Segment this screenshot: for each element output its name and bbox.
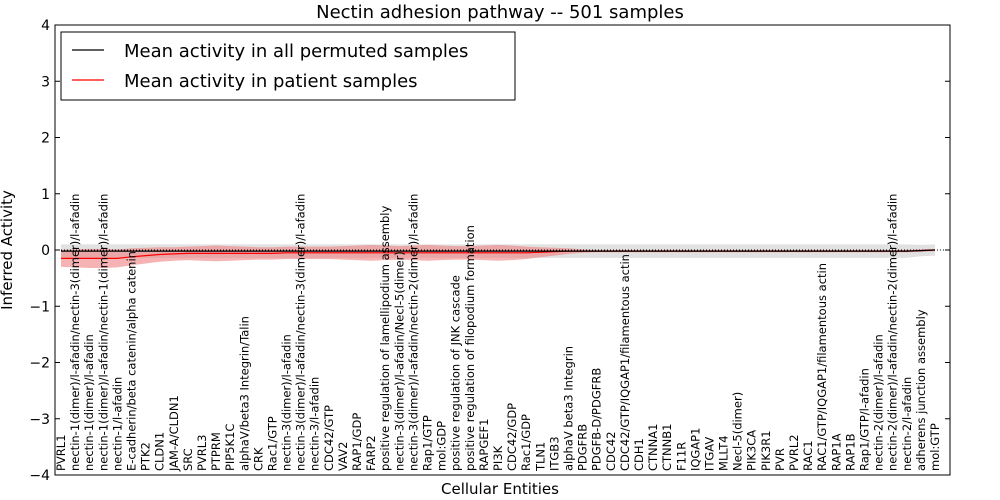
entity-label: positive regulation of JNK cascade	[449, 275, 463, 471]
entity-label: RAP1A	[829, 433, 843, 471]
entity-label: PIK3CA	[745, 430, 759, 471]
legend-label-patient: Mean activity in patient samples	[124, 71, 418, 92]
y-axis-label: Inferred Activity	[0, 190, 16, 310]
entity-label: E-cadherin/beta catenin/alpha catenin	[125, 251, 139, 471]
entity-label: adherens junction assembly	[914, 309, 928, 471]
entity-label: nectin-3(dimer)/l-afadin/Necl-5(dimer)	[392, 251, 406, 471]
entity-label: nectin-2(dimer)/l-afadin/nectin-2(dimer)…	[886, 194, 900, 471]
entity-label: Rac1/GTP	[266, 416, 280, 471]
entity-label: RAPGEF1	[477, 419, 491, 471]
y-tick-label: 1	[41, 187, 50, 203]
entity-label: nectin-1/l-afadin	[110, 377, 124, 471]
entity-label: PIP5K1C	[223, 424, 237, 471]
entity-label: nectin-2/l-afadin	[900, 377, 914, 471]
entity-label: RAP1B	[843, 433, 857, 471]
entity-label: nectin-3(dimer)/l-afadin/nectin-2(dimer)…	[406, 194, 420, 471]
entity-label: PVRL3	[195, 435, 209, 472]
entity-label: mol:GTP	[928, 423, 942, 471]
entity-label: VAV2	[336, 442, 350, 471]
y-tick-label: −4	[29, 468, 50, 484]
entity-label: ITGB3	[547, 436, 561, 471]
entity-label: alphaV beta3 Integrin	[562, 346, 576, 471]
entity-label: PVRL2	[787, 434, 801, 471]
y-tick-label: 2	[41, 131, 50, 147]
entity-label: nectin-1(dimer)/l-afadin	[82, 334, 96, 471]
legend-box	[60, 31, 516, 101]
entity-label: TLN1	[533, 442, 547, 472]
entity-label: nectin-2(dimer)/l-afadin	[872, 334, 886, 471]
entity-label: PDGFB-D/PDGFRB	[590, 368, 604, 471]
entity-label: CLDN1	[153, 432, 167, 471]
entity-label: FARP2	[364, 435, 378, 471]
entity-label: nectin-1(dimer)/l-afadin/nectin-3(dimer)…	[68, 194, 82, 471]
entity-label: nectin-3(dimer)/l-afadin	[280, 334, 294, 471]
entity-label: F11R	[674, 442, 688, 471]
entity-label: nectin-1(dimer)/l-afadin/nectin-1(dimer)…	[96, 194, 110, 471]
entity-label: PVR	[773, 448, 787, 471]
legend-label-permuted: Mean activity in all permuted samples	[124, 41, 468, 62]
entity-label: JAM-A/CLDN1	[167, 395, 181, 472]
x-axis-label: Cellular Entities	[441, 480, 559, 498]
line-permuted	[61, 249, 936, 252]
entity-label: CRK	[251, 447, 265, 471]
entity-label: mol:GDP	[435, 421, 449, 471]
entity-labels: PVRL1 nectin-1(dimer)/l-afadin/nectin-3(d…	[54, 194, 942, 472]
chart-title: Nectin adhesion pathway -- 501 samples	[316, 2, 684, 23]
entity-label: CDC42	[604, 431, 618, 471]
y-axis-ticks: −4 −3 −2 −1 0 1 2 3 4	[29, 18, 950, 484]
entity-label: PDGFRB	[576, 424, 590, 471]
entity-label: PIK3R1	[759, 430, 773, 471]
entity-label: nectin-3(dimer)/l-afadin/nectin-3(dimer)…	[294, 194, 308, 471]
entity-label: RAP1/GDP	[350, 413, 364, 471]
entity-label: RAC1/GTP/IQGAP1/filamentous actin	[815, 263, 829, 471]
entity-label: CDH1	[632, 438, 646, 471]
entity-label: nectin-3/l-afadin	[308, 377, 322, 471]
entity-label: positive regulation of lamellipodium ass…	[378, 206, 392, 471]
y-tick-label: 3	[41, 74, 50, 90]
entity-label: CDC42/GDP	[505, 403, 519, 471]
y-tick-label: −3	[29, 412, 50, 428]
entity-label: MLLT4	[717, 435, 731, 471]
y-tick-label: −2	[29, 356, 50, 372]
entity-label: alphaV/beta3 Integrin/Talin	[237, 316, 251, 471]
entity-label: PVRL1	[54, 434, 68, 471]
entity-label: PTPRM	[209, 432, 223, 471]
entity-label: CTNNA1	[646, 424, 660, 471]
y-tick-label: 0	[41, 243, 50, 259]
entity-label: CTNNB1	[660, 424, 674, 471]
legend: Mean activity in all permuted samples Me…	[60, 31, 516, 101]
entity-label: Rac1/GDP	[519, 414, 533, 471]
entity-label: Rap1/GTP	[421, 415, 435, 471]
entity-label: SRC	[181, 448, 195, 471]
entity-label: Rap1/GTP/l-afadin	[858, 368, 872, 471]
entity-label: PTK2	[139, 442, 153, 471]
entity-label: positive regulation of filopodium format…	[463, 225, 477, 471]
entity-label: ITGAV	[703, 437, 717, 471]
entity-label: CDC42/GTP	[322, 405, 336, 471]
entity-label: IQGAP1	[688, 428, 702, 471]
y-tick-label: −1	[29, 299, 50, 315]
y-tick-label: 4	[41, 18, 50, 34]
series-lines	[61, 249, 936, 259]
entity-label: RAC1	[801, 440, 815, 471]
entity-label: CDC42/GTP/IQGAP1/filamentous actin	[618, 254, 632, 471]
entity-label: PI3K	[491, 445, 505, 471]
entity-label: Necl-5(dimer)	[731, 392, 745, 471]
